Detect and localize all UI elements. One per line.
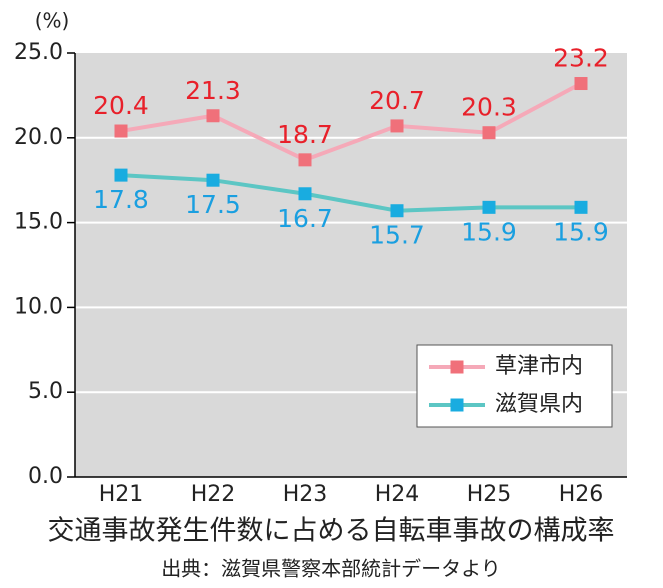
- y-tick-label: 15.0: [14, 210, 63, 235]
- x-tick-label: H24: [375, 482, 420, 507]
- data-label: 20.3: [461, 93, 517, 122]
- data-point: [114, 124, 128, 138]
- series-line: [120, 173, 581, 213]
- data-label: 21.3: [185, 76, 241, 105]
- x-tick-label: H23: [283, 482, 328, 507]
- x-tick-label: H21: [99, 482, 144, 507]
- data-point: [574, 200, 588, 214]
- data-point: [206, 173, 220, 187]
- series-line: [120, 81, 582, 163]
- data-point: [482, 200, 496, 214]
- data-point: [206, 109, 220, 123]
- data-point: [114, 168, 128, 182]
- data-label: 15.9: [461, 217, 517, 246]
- legend-marker: [450, 398, 464, 412]
- data-point: [390, 119, 404, 133]
- y-tick-label: 10.0: [14, 294, 63, 319]
- y-tick-label: 20.0: [14, 125, 63, 150]
- data-point: [298, 153, 312, 167]
- data-label: 18.7: [277, 120, 333, 149]
- data-point: [298, 187, 312, 201]
- data-label: 17.8: [93, 185, 149, 214]
- data-label: 20.4: [93, 91, 149, 120]
- y-tick-label: 0.0: [28, 464, 63, 489]
- data-point: [390, 204, 404, 218]
- data-label: 15.9: [553, 217, 609, 246]
- legend-label: 草津市内: [495, 354, 583, 379]
- x-tick-label: H25: [467, 482, 512, 507]
- data-point: [574, 77, 588, 91]
- y-tick-label: 25.0: [14, 40, 63, 65]
- legend-marker: [450, 360, 464, 374]
- data-label: 16.7: [277, 204, 333, 233]
- unit-label: (%): [35, 9, 70, 33]
- data-label: 17.5: [185, 190, 241, 219]
- legend-label: 滋賀県内: [495, 392, 583, 417]
- data-label: 15.7: [369, 221, 425, 250]
- legend-box: [416, 344, 613, 428]
- data-label: 20.7: [369, 86, 425, 115]
- y-tick-label: 5.0: [28, 379, 63, 404]
- source-note: 出典：滋賀県警察本部統計データより: [161, 557, 501, 581]
- x-tick-label: H22: [191, 482, 236, 507]
- x-tick-label: H26: [559, 482, 604, 507]
- chart-title: 交通事故発生件数に占める自転車事故の構成率: [48, 516, 615, 547]
- data-point: [482, 126, 496, 140]
- data-label: 23.2: [553, 44, 609, 73]
